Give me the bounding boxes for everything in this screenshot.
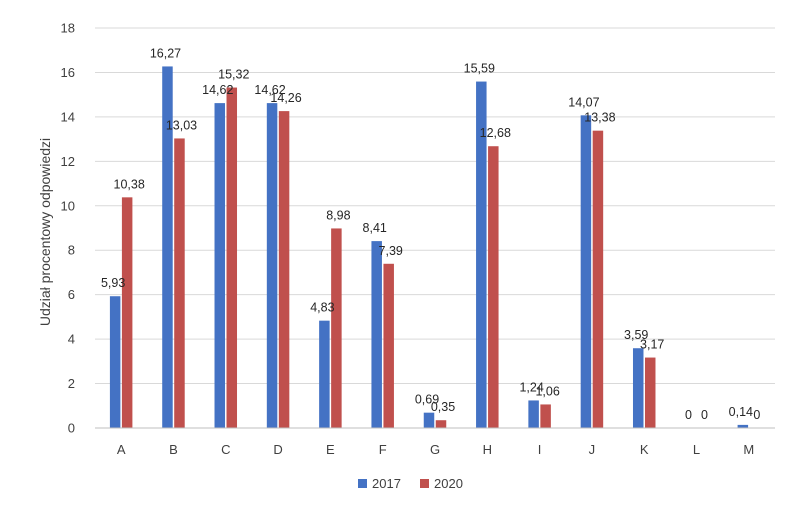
y-axis-title: Udział procentowy odpowiedzi xyxy=(37,138,53,326)
data-label-D-2017: 14,62 xyxy=(254,83,285,97)
y-tick-label-14: 14 xyxy=(61,109,75,124)
data-label-F-2020: 7,39 xyxy=(379,244,403,258)
x-tick-label-B: B xyxy=(169,442,178,457)
x-tick-label-G: G xyxy=(430,442,440,457)
data-label-E-2017: 4,83 xyxy=(310,301,334,315)
bar-D-2020 xyxy=(278,111,290,428)
bar-G-2020 xyxy=(435,420,447,428)
x-tick-label-A: A xyxy=(117,442,126,457)
bar-H-2017 xyxy=(476,81,487,429)
data-label-J-2017: 14,07 xyxy=(568,95,599,109)
bar-B-2020 xyxy=(174,138,185,428)
bar-B-2017 xyxy=(162,66,173,428)
bar-J-2020 xyxy=(592,130,604,428)
data-label-F-2017: 8,41 xyxy=(363,221,387,235)
legend-swatch-2020 xyxy=(420,479,429,488)
bar-K-2017 xyxy=(632,348,644,428)
data-label-L-2017: 0 xyxy=(685,408,692,422)
data-label-D-2020: 14,26 xyxy=(270,91,301,105)
data-label-M-2017: 0,14 xyxy=(729,405,753,419)
data-label-M-2020: 0 xyxy=(753,408,760,422)
y-tick-label-8: 8 xyxy=(68,243,75,258)
gridlines xyxy=(95,27,775,385)
bar-F-2020 xyxy=(383,263,394,428)
bar-A-2017 xyxy=(109,296,121,428)
data-label-H-2020: 12,68 xyxy=(480,126,511,140)
data-label-I-2020: 1,06 xyxy=(535,384,559,398)
bar-I-2020 xyxy=(540,404,551,428)
bar-H-2020 xyxy=(488,146,499,428)
bar-K-2020 xyxy=(644,357,656,428)
data-label-I-2017: 1,24 xyxy=(519,380,543,394)
bar-E-2017 xyxy=(319,320,330,428)
data-label-J-2020: 13,38 xyxy=(584,111,615,125)
data-label-K-2020: 3,17 xyxy=(640,338,664,352)
y-tick-label-12: 12 xyxy=(61,154,75,169)
x-tick-label-K: K xyxy=(640,442,649,457)
x-tick-label-L: L xyxy=(693,442,700,457)
x-tick-label-H: H xyxy=(483,442,492,457)
y-tick-label-16: 16 xyxy=(61,65,75,80)
data-label-E-2020: 8,98 xyxy=(326,208,350,222)
y-tick-label-6: 6 xyxy=(68,287,75,302)
data-label-G-2020: 0,35 xyxy=(431,400,455,414)
x-tick-label-J: J xyxy=(589,442,596,457)
bars xyxy=(109,66,749,429)
data-label-C-2017: 14,62 xyxy=(202,83,233,97)
bar-M-2017 xyxy=(737,424,749,428)
data-label-G-2017: 0,69 xyxy=(415,393,439,407)
bar-E-2020 xyxy=(331,228,342,428)
bar-C-2017 xyxy=(214,103,226,428)
y-tick-label-4: 4 xyxy=(68,332,75,347)
y-tick-label-10: 10 xyxy=(61,198,75,213)
x-tick-label-D: D xyxy=(273,442,282,457)
data-label-H-2017: 15,59 xyxy=(464,62,495,76)
x-tick-label-C: C xyxy=(221,442,230,457)
bar-I-2017 xyxy=(528,400,539,428)
axes: 0 2 4 6 8 10 12 14 16 18 A B C D E F G H I J K L M xyxy=(61,21,775,457)
data-label-B-2017: 16,27 xyxy=(150,46,181,60)
data-label-A-2020: 10,38 xyxy=(114,177,145,191)
x-tick-label-I: I xyxy=(538,442,542,457)
data-label-K-2017: 3,59 xyxy=(624,328,648,342)
y-tick-label-0: 0 xyxy=(68,421,75,436)
bar-C-2020 xyxy=(226,87,238,429)
x-tick-label-F: F xyxy=(379,442,387,457)
y-tick-label-2: 2 xyxy=(68,376,75,391)
data-label-L-2020: 0 xyxy=(701,408,708,422)
bar-F-2017 xyxy=(371,241,382,428)
data-labels: 5,9310,3816,2713,0314,6215,3214,6214,264… xyxy=(101,46,760,422)
bar-G-2017 xyxy=(423,412,435,428)
data-label-A-2017: 5,93 xyxy=(101,276,125,290)
x-tick-label-E: E xyxy=(326,442,335,457)
data-label-B-2020: 13,03 xyxy=(166,118,197,132)
bar-J-2017 xyxy=(580,115,592,428)
data-label-C-2020: 15,32 xyxy=(218,68,249,82)
y-tick-label-18: 18 xyxy=(61,21,75,36)
legend-swatch-2017 xyxy=(358,479,367,488)
legend-label-2020: 2020 xyxy=(434,476,463,491)
legend: 2017 2020 xyxy=(358,476,463,491)
bar-A-2020 xyxy=(121,197,133,428)
legend-label-2017: 2017 xyxy=(372,476,401,491)
x-tick-label-M: M xyxy=(743,442,754,457)
bar-D-2017 xyxy=(266,103,278,428)
